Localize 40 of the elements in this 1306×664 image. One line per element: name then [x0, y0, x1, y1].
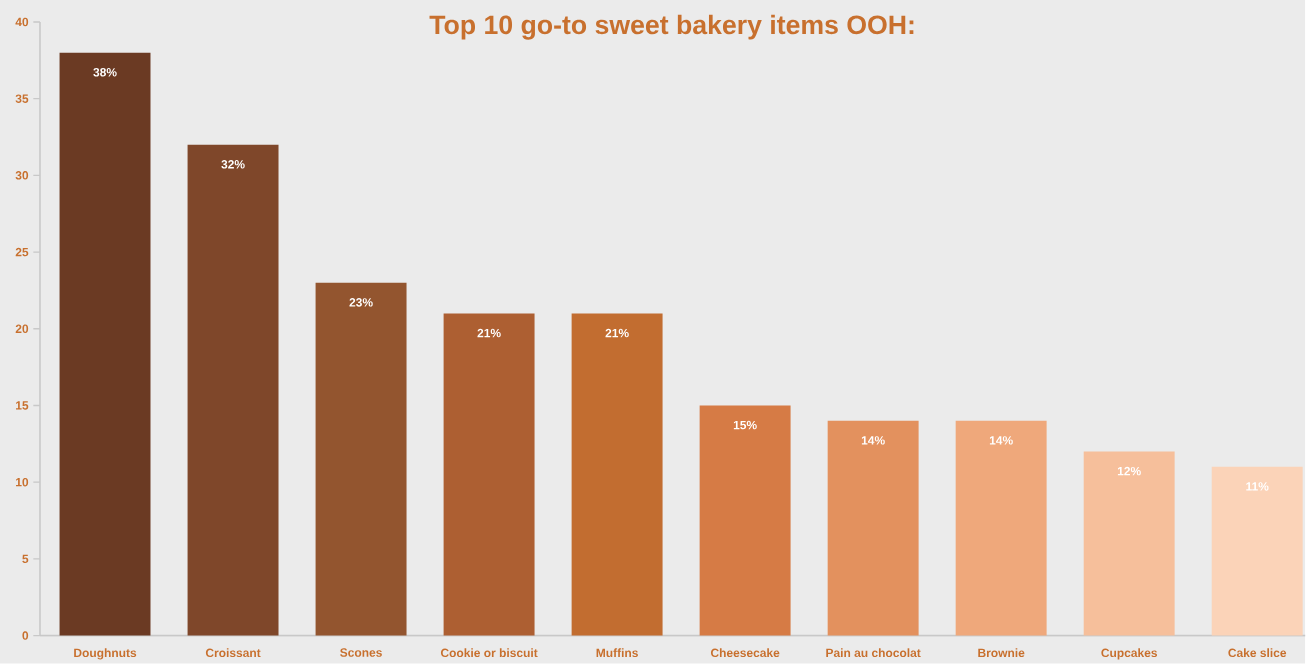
- bar: [1211, 466, 1303, 636]
- data-label: 23%: [349, 298, 373, 307]
- y-tick-label: 0: [22, 631, 29, 640]
- x-tick-label: Cookie or biscuit: [440, 648, 538, 658]
- y-tick-label: 20: [15, 324, 29, 334]
- y-tick-label: 5: [22, 554, 29, 564]
- x-tick-label: Cake slice: [1228, 648, 1287, 658]
- x-tick-label: Brownie: [978, 648, 1025, 658]
- x-tick-label: Muffins: [596, 648, 638, 658]
- x-tick-label: Scones: [340, 648, 382, 657]
- data-label: 21%: [477, 328, 501, 338]
- x-tick-label: Cheesecake: [710, 648, 780, 658]
- y-tick-label: 35: [15, 94, 29, 103]
- data-label: 21%: [605, 328, 629, 338]
- bar: [443, 313, 535, 636]
- data-label: 12%: [1117, 466, 1141, 476]
- x-tick-label: Pain au chocolat: [826, 648, 921, 658]
- y-tick-label: 10: [16, 477, 29, 487]
- y-tick-label: 15: [16, 401, 29, 410]
- y-tick-label: 40: [15, 17, 29, 27]
- x-tick-label: Cupcakes: [1101, 648, 1158, 660]
- bar: [59, 52, 151, 636]
- x-tick-label: Doughnuts: [74, 648, 137, 660]
- bar: [955, 420, 1047, 636]
- bar: [315, 282, 407, 636]
- data-label: 15%: [733, 420, 757, 430]
- data-label: 11%: [1246, 482, 1269, 491]
- data-label: 14%: [861, 436, 885, 445]
- y-tick-label: 30: [15, 171, 29, 180]
- bar: [1083, 451, 1175, 636]
- data-label: 14%: [989, 436, 1013, 445]
- x-tick-label: Croissant: [205, 648, 261, 658]
- bar: [187, 144, 279, 636]
- data-label: 38%: [93, 68, 117, 77]
- bar: [827, 420, 919, 636]
- bar: [699, 405, 791, 636]
- data-label: 32%: [221, 160, 245, 169]
- chart-title: Top 10 go-to sweet bakery items OOH:: [429, 14, 914, 40]
- y-tick-label: 25: [15, 247, 29, 257]
- bar: [571, 313, 663, 636]
